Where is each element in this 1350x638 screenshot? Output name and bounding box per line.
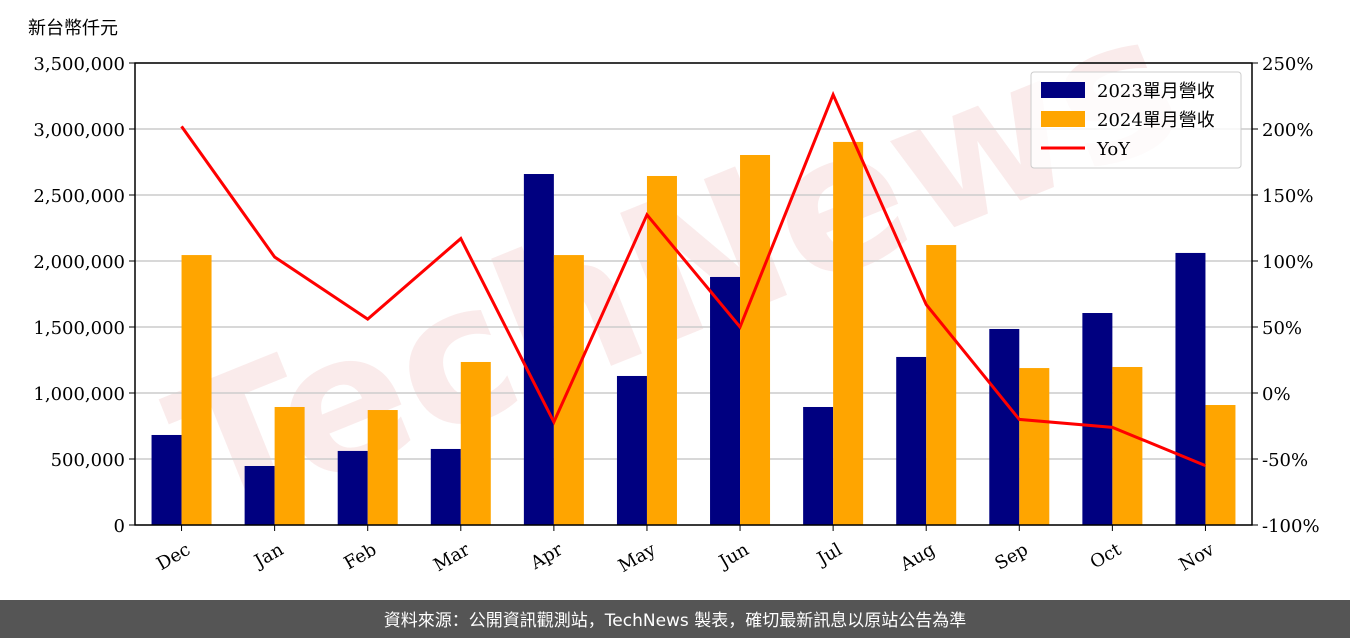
x-tick-label: Sep	[991, 539, 1031, 574]
legend-swatch	[1041, 82, 1085, 98]
bar	[367, 410, 398, 525]
legend-label: 2024單月營收	[1097, 110, 1215, 131]
y-tick-label: 1,000,000	[33, 384, 125, 405]
source-note: 資料來源：公開資訊觀測站，TechNews 製表，確切最新訊息以原站公告為準	[384, 611, 966, 631]
bar	[710, 276, 741, 525]
y-tick-label: 500,000	[51, 450, 125, 471]
footer-bar	[0, 600, 1350, 638]
y-tick-label: 2,000,000	[33, 252, 125, 273]
plot-frame	[134, 62, 1253, 526]
x-tick-label: Jul	[812, 539, 846, 571]
bar	[274, 406, 305, 525]
x-tick-label: Nov	[1176, 539, 1219, 576]
bar	[1019, 368, 1050, 525]
y2-tick-label: 200%	[1262, 120, 1313, 141]
bar	[989, 328, 1020, 525]
bar	[244, 465, 275, 525]
bar	[740, 155, 771, 525]
x-tick-label: Jun	[714, 539, 753, 574]
bar	[926, 245, 957, 525]
y2-tick-label: 100%	[1262, 252, 1313, 273]
bar	[151, 434, 182, 525]
x-tick-label: Aug	[896, 539, 939, 576]
line	[180, 90, 1207, 467]
y2-tick-label: 0%	[1262, 384, 1291, 405]
bar	[460, 361, 491, 525]
y2-tick-label: -100%	[1262, 516, 1320, 537]
y2-tick-label: -50%	[1262, 450, 1308, 471]
y2-tick-label: 150%	[1262, 186, 1313, 207]
bar	[803, 406, 834, 525]
y-axis-title: 新台幣仟元	[28, 18, 118, 39]
y-tick-label: 3,000,000	[33, 120, 125, 141]
bar	[337, 450, 368, 525]
bar	[181, 255, 212, 525]
x-tick-label: May	[615, 539, 660, 577]
x-tick-label: Oct	[1087, 539, 1126, 574]
x-tick-label: Feb	[341, 539, 381, 574]
bar	[1205, 405, 1236, 525]
y2-tick-label: 250%	[1262, 54, 1313, 75]
y-tick-label: 0	[114, 516, 125, 537]
bar	[646, 175, 677, 525]
bar	[523, 174, 554, 525]
y-tick-label: 1,500,000	[33, 318, 125, 339]
bar	[430, 448, 461, 525]
legend-swatch	[1041, 111, 1085, 127]
y-tick-label: 3,500,000	[33, 54, 125, 75]
bar	[896, 356, 927, 525]
legend-label: YoY	[1096, 139, 1131, 160]
bar	[1112, 366, 1143, 525]
y-tick-label: 2,500,000	[33, 186, 125, 207]
bar	[616, 375, 647, 525]
legend-label: 2023單月營收	[1097, 81, 1215, 102]
bar	[1175, 252, 1206, 525]
x-tick-label: Dec	[153, 539, 194, 575]
bar	[833, 141, 864, 525]
bar	[1082, 313, 1113, 525]
y2-tick-label: 50%	[1262, 318, 1302, 339]
x-tick-label: Apr	[526, 539, 566, 574]
x-tick-label: Mar	[430, 539, 474, 576]
